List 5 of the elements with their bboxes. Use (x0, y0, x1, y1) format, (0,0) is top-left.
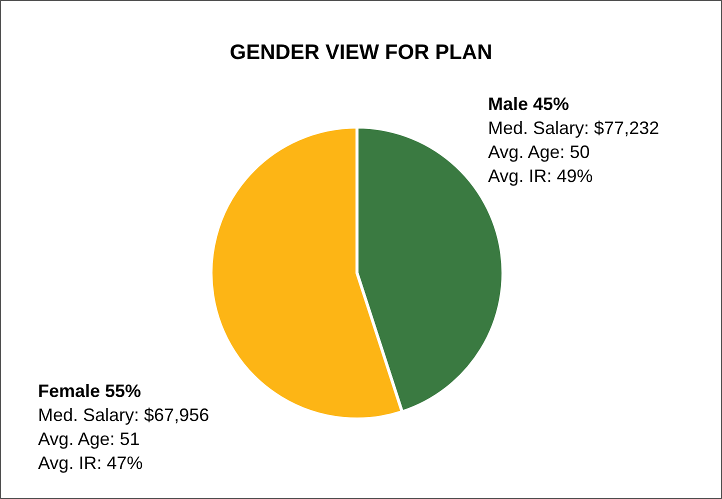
slice-label: Female 55% (38, 381, 142, 401)
slice-label: Male 45% (488, 94, 570, 114)
chart-title: GENDER VIEW FOR PLAN (230, 41, 492, 64)
text: Med. Salary: $67,956 Avg. Age: 51 Avg. IR: 47% (38, 405, 210, 473)
text: Med. Salary: $77,232 Avg. Age: 50 Avg. IR: 49% (488, 118, 660, 186)
